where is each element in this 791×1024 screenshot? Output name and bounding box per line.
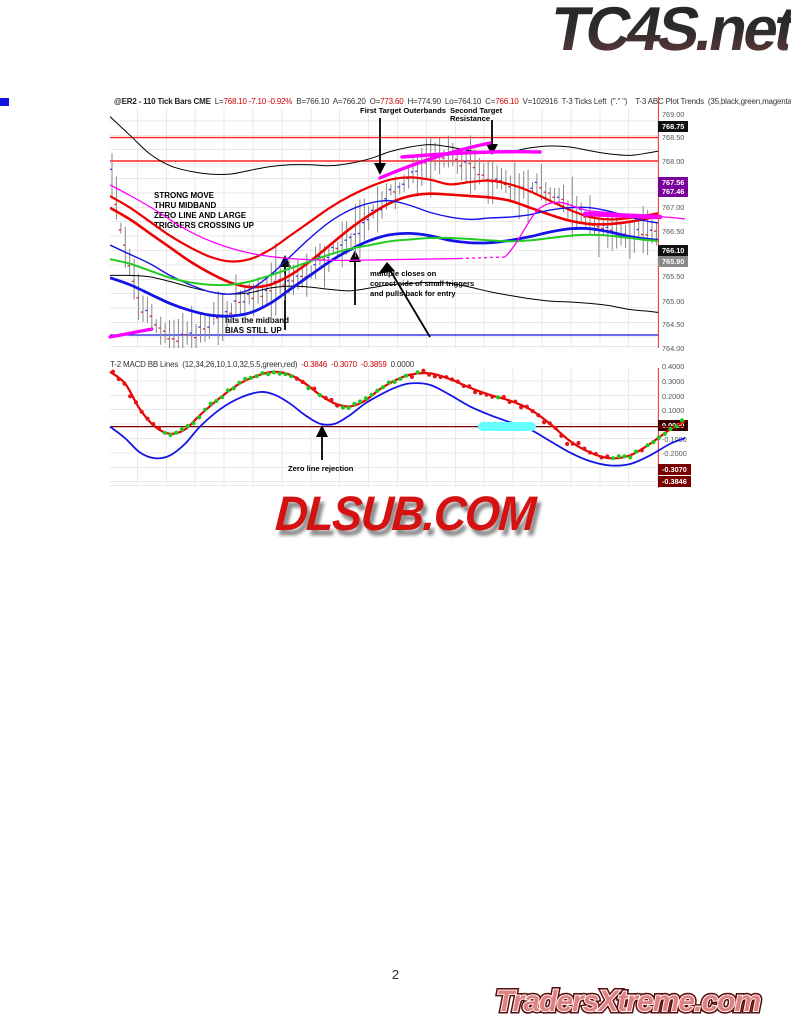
svg-text:multiple closes on: multiple closes on — [370, 269, 437, 278]
svg-text:hits the midband: hits the midband — [225, 316, 289, 325]
svg-text:Zero line rejection: Zero line rejection — [288, 464, 354, 473]
svg-text:First Target Outerbands: First Target Outerbands — [360, 106, 446, 115]
svg-text:STRONG MOVE: STRONG MOVE — [154, 191, 215, 200]
svg-text:TRIGGERS CROSSING UP: TRIGGERS CROSSING UP — [154, 221, 255, 230]
svg-text:correct side of small triggers: correct side of small triggers — [370, 279, 474, 288]
svg-text:BIAS STILL UP: BIAS STILL UP — [225, 326, 282, 335]
svg-text:Resistance: Resistance — [450, 114, 490, 123]
svg-text:THRU MIDBAND: THRU MIDBAND — [154, 201, 216, 210]
svg-text:and pulls back for entry: and pulls back for entry — [370, 289, 456, 298]
